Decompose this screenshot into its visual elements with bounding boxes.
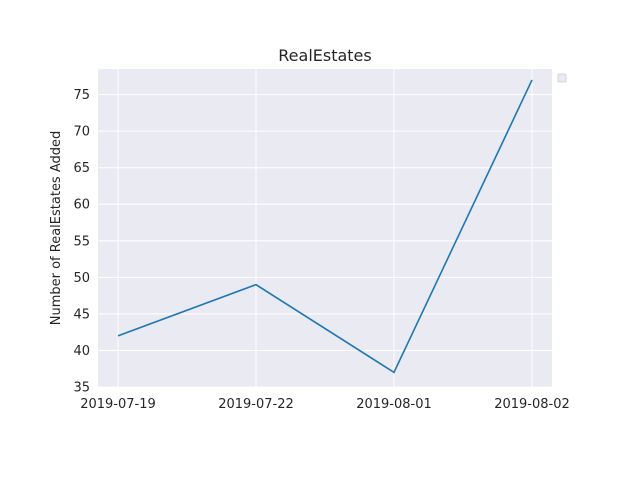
x-tick-label: 2019-07-22 bbox=[218, 397, 294, 412]
y-tick-label: 35 bbox=[73, 381, 90, 396]
y-tick-label: 60 bbox=[73, 198, 90, 213]
y-tick-label: 55 bbox=[73, 234, 90, 249]
x-tick-label: 2019-07-19 bbox=[80, 397, 156, 412]
y-axis-label: Number of RealEstates Added bbox=[49, 131, 64, 326]
y-tick-label: 45 bbox=[73, 307, 90, 322]
x-tick-label: 2019-08-01 bbox=[356, 397, 432, 412]
legend-box bbox=[557, 73, 567, 83]
y-tick-label: 75 bbox=[73, 88, 90, 103]
y-tick-label: 50 bbox=[73, 271, 90, 286]
y-tick-label: 40 bbox=[73, 344, 90, 359]
y-tick-label: 70 bbox=[73, 125, 90, 140]
chart-title: RealEstates bbox=[278, 46, 371, 65]
gridlines bbox=[98, 69, 552, 388]
x-tick-label: 2019-08-02 bbox=[494, 397, 570, 412]
plot-area bbox=[98, 69, 552, 387]
y-tick-label: 65 bbox=[73, 161, 90, 176]
tick-labels: 35 40 45 50 55 60 65 70 75 2019-07-19 2019-07-22 20… bbox=[73, 88, 569, 412]
series-line bbox=[117, 79, 533, 374]
